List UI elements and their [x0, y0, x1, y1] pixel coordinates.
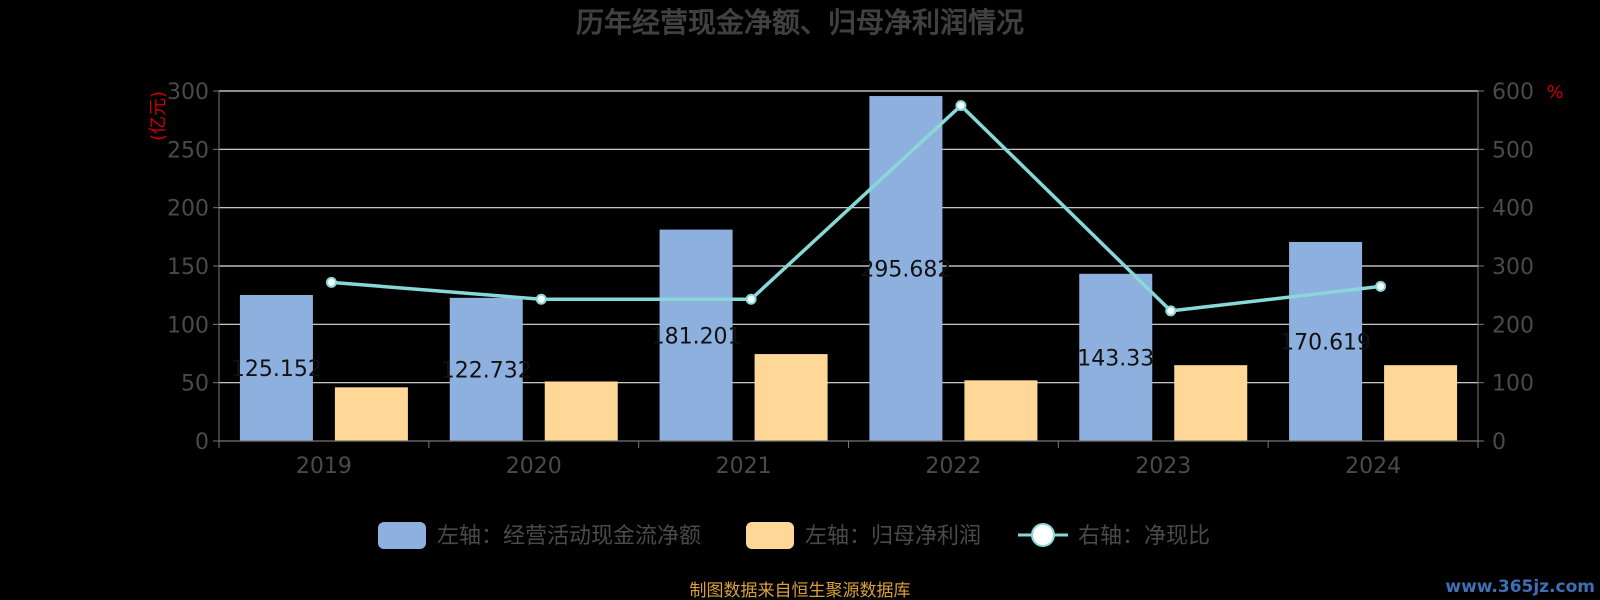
right-tick-label-0: 0 — [1492, 430, 1506, 455]
source-note: 制图数据来自恒生聚源数据库 — [690, 581, 911, 600]
left-axis-ticks: 0 50 100 150 200 250 300 — [167, 80, 220, 455]
line-net-cash-ratio — [331, 103, 1381, 313]
data-label-cashflow-2020: 122.732 — [441, 358, 532, 383]
grid-lines — [219, 90, 1478, 384]
x-axis: 2019 2020 2021 2022 2023 2024 — [218, 440, 1479, 479]
legend-label-ratio: 右轴：净现比 — [1078, 524, 1210, 549]
right-tick-label-1: 100 — [1492, 372, 1534, 397]
x-tick-label-2022: 2022 — [925, 454, 981, 479]
data-label-cashflow-2024: 170.619 — [1280, 330, 1371, 355]
bar-cashflow-2024 — [1289, 241, 1363, 441]
bar-cashflow-2021 — [659, 229, 733, 441]
x-tick-label-2024: 2024 — [1345, 454, 1401, 479]
bar-profit-2024 — [1384, 365, 1458, 441]
left-tick-label-1: 50 — [181, 372, 209, 397]
right-tick-label-6: 600 — [1492, 80, 1534, 105]
bar-cashflow-2020 — [449, 297, 523, 441]
line-point-2023 — [1165, 305, 1177, 317]
bar-cashflow-2022 — [869, 96, 943, 442]
left-tick-label-4: 200 — [167, 197, 209, 222]
x-tick-label-2020: 2020 — [506, 454, 562, 479]
line-point-2024 — [1375, 280, 1387, 292]
left-tick-label-0: 0 — [195, 430, 209, 455]
data-label-cashflow-2023: 143.33 — [1077, 346, 1154, 371]
legend-swatch-cashflow — [378, 522, 426, 549]
line-point-2022 — [955, 100, 967, 112]
legend-swatch-profit — [746, 522, 794, 549]
bar-profit-2020 — [544, 381, 618, 441]
right-tick-label-2: 200 — [1492, 313, 1534, 338]
line-series-group — [325, 100, 1387, 317]
legend: 左轴：经营活动现金流净额 左轴：归母净利润 右轴：净现比 — [378, 522, 1210, 549]
bar-profit-2023 — [1174, 365, 1248, 441]
bar-profit-2019 — [334, 387, 408, 441]
x-tick-label-2023: 2023 — [1135, 454, 1191, 479]
left-tick-label-2: 100 — [167, 313, 209, 338]
right-tick-label-5: 500 — [1492, 138, 1534, 163]
bars-group — [239, 96, 1458, 442]
legend-label-profit: 左轴：归母净利润 — [805, 524, 981, 549]
left-tick-label-3: 150 — [167, 255, 209, 280]
right-axis-unit: % — [1546, 82, 1563, 103]
left-tick-label-6: 300 — [167, 80, 209, 105]
right-tick-label-3: 300 — [1492, 255, 1534, 280]
bar-cashflow-2023 — [1079, 273, 1153, 441]
line-point-2019 — [325, 276, 337, 288]
bar-profit-2022 — [964, 380, 1038, 441]
legend-swatch-marker — [1031, 523, 1055, 547]
x-tick-label-2021: 2021 — [716, 454, 772, 479]
bar-cashflow-2019 — [239, 294, 313, 441]
left-axis-unit: (亿元) — [148, 91, 169, 141]
watermark: www.365jz.com — [1445, 577, 1595, 597]
chart-title: 历年经营现金净额、归母净利润情况 — [576, 6, 1024, 39]
data-labels-group: 125.152 122.732 181.201 295.682 143.33 170.61… — [231, 258, 1371, 384]
right-axis-ticks: 0 100 200 300 400 500 600 — [1477, 80, 1534, 455]
data-label-cashflow-2022: 295.682 — [860, 258, 951, 283]
left-tick-label-5: 250 — [167, 138, 209, 163]
data-label-cashflow-2021: 181.201 — [651, 324, 742, 349]
data-label-cashflow-2019: 125.152 — [231, 357, 322, 382]
line-point-2021 — [745, 293, 757, 305]
legend-label-cashflow: 左轴：经营活动现金流净额 — [437, 524, 701, 549]
line-point-2020 — [535, 293, 547, 305]
x-tick-label-2019: 2019 — [296, 454, 352, 479]
right-tick-label-4: 400 — [1492, 197, 1534, 222]
bar-profit-2021 — [754, 354, 828, 441]
